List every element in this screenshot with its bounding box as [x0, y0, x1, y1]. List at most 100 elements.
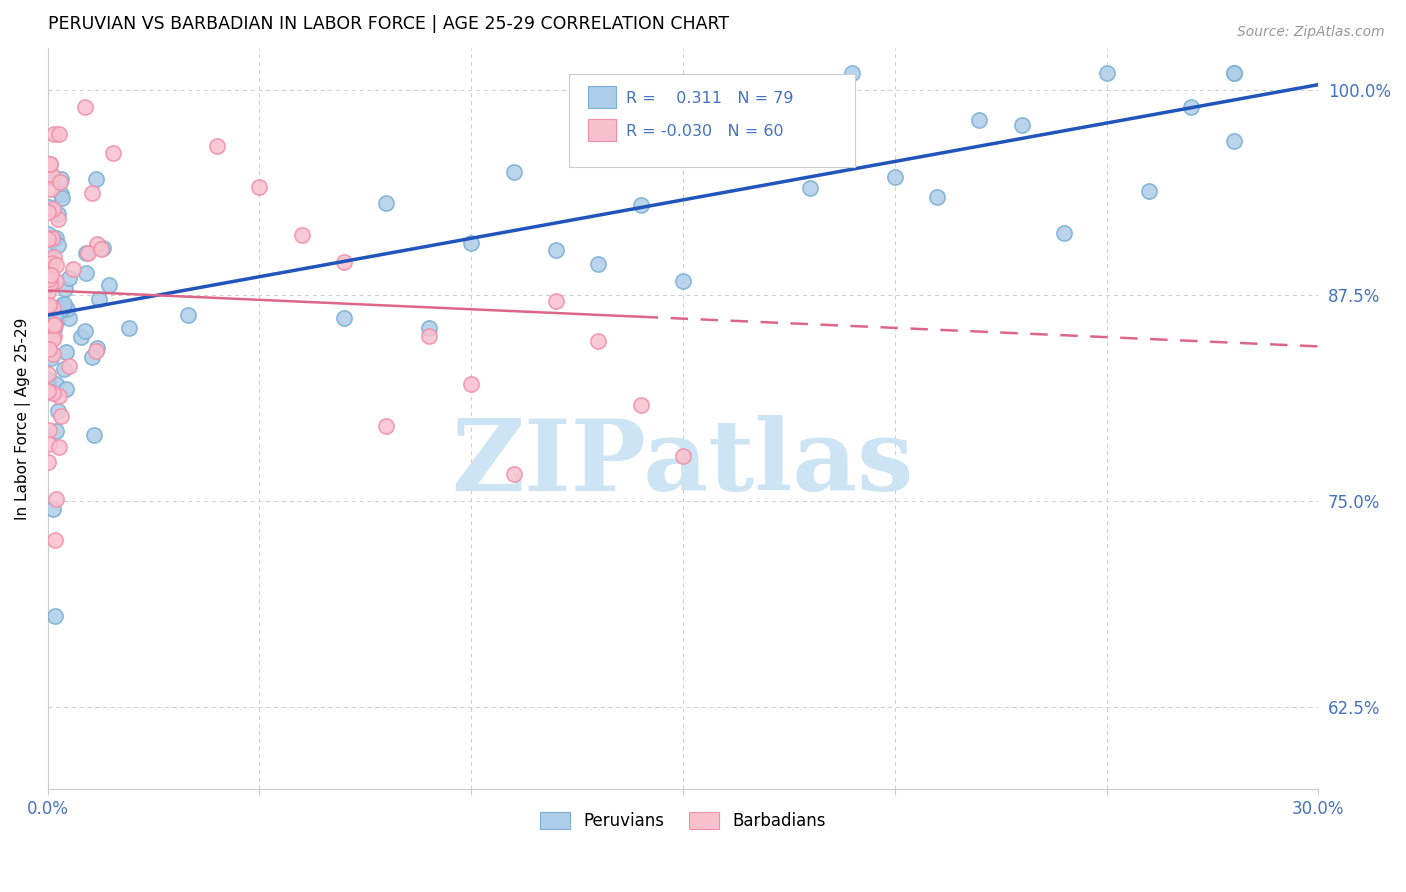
Text: Source: ZipAtlas.com: Source: ZipAtlas.com — [1237, 25, 1385, 39]
Point — [1137, 184, 1160, 198]
Point — [52, 362, 75, 376]
Point — [1095, 66, 1118, 80]
Point — [1222, 66, 1244, 80]
Point — [37, 325, 59, 339]
Point — [46, 211, 69, 226]
Point — [51, 409, 73, 423]
Point — [46, 312, 69, 326]
Point — [630, 198, 652, 212]
Point — [39, 384, 62, 399]
Point — [75, 246, 97, 260]
Point — [714, 143, 737, 157]
Point — [45, 231, 67, 245]
Point — [87, 292, 110, 306]
Point — [1011, 118, 1033, 132]
Point — [48, 127, 70, 141]
Point — [76, 245, 98, 260]
Point — [48, 304, 70, 318]
Point — [249, 180, 271, 194]
Point — [37, 372, 59, 386]
Point — [48, 174, 70, 188]
Point — [38, 277, 60, 292]
Point — [42, 232, 65, 246]
Point — [48, 441, 70, 455]
Point — [41, 501, 63, 516]
Point — [45, 274, 67, 288]
Point — [73, 324, 96, 338]
Point — [37, 367, 59, 381]
Point — [39, 260, 62, 274]
Text: R = -0.030   N = 60: R = -0.030 N = 60 — [626, 124, 783, 139]
Point — [41, 301, 63, 316]
Point — [38, 200, 60, 214]
Point — [58, 271, 80, 285]
Legend: Peruvians, Barbadians: Peruvians, Barbadians — [533, 805, 832, 837]
Point — [37, 204, 59, 219]
Point — [460, 376, 482, 391]
Point — [58, 311, 80, 326]
Point — [630, 398, 652, 412]
Point — [37, 374, 59, 388]
Point — [544, 244, 567, 258]
Point — [38, 245, 60, 260]
Point — [44, 318, 66, 333]
Point — [41, 385, 63, 400]
FancyBboxPatch shape — [588, 87, 616, 109]
Point — [80, 186, 103, 200]
Point — [45, 424, 67, 438]
Point — [502, 467, 524, 481]
Point — [51, 186, 73, 201]
Point — [49, 171, 72, 186]
Point — [333, 310, 356, 325]
Point — [86, 342, 108, 356]
Point — [756, 145, 779, 159]
Point — [45, 259, 67, 273]
Point — [48, 389, 70, 403]
Point — [799, 181, 821, 195]
Point — [39, 275, 62, 289]
Point — [39, 316, 62, 330]
Point — [375, 418, 398, 433]
Point — [1222, 66, 1244, 80]
Point — [205, 139, 228, 153]
Point — [44, 322, 66, 336]
Point — [38, 423, 60, 437]
Point — [97, 278, 120, 293]
Point — [84, 343, 107, 358]
Point — [291, 227, 314, 242]
Point — [38, 157, 60, 171]
Point — [91, 241, 114, 255]
Point — [37, 277, 59, 292]
Point — [1222, 134, 1244, 148]
Point — [588, 256, 610, 270]
Point — [41, 256, 63, 270]
Point — [51, 298, 73, 312]
Point — [588, 334, 610, 348]
Point — [44, 308, 66, 322]
Point — [69, 330, 91, 344]
Point — [333, 255, 356, 269]
Point — [42, 202, 65, 216]
Point — [46, 207, 69, 221]
Point — [53, 297, 76, 311]
Point — [37, 455, 59, 469]
Point — [841, 66, 863, 80]
Point — [418, 329, 440, 343]
Point — [73, 100, 96, 114]
Point — [37, 285, 59, 299]
Point — [42, 128, 65, 142]
Point — [39, 156, 62, 170]
Point — [502, 165, 524, 179]
Point — [39, 268, 62, 283]
Point — [41, 169, 63, 184]
Point — [925, 190, 948, 204]
Point — [55, 382, 77, 396]
Point — [51, 191, 73, 205]
Point — [41, 231, 63, 245]
Point — [418, 321, 440, 335]
Point — [41, 168, 63, 182]
Point — [55, 301, 77, 316]
Point — [118, 321, 141, 335]
Point — [58, 359, 80, 374]
Point — [82, 350, 104, 364]
